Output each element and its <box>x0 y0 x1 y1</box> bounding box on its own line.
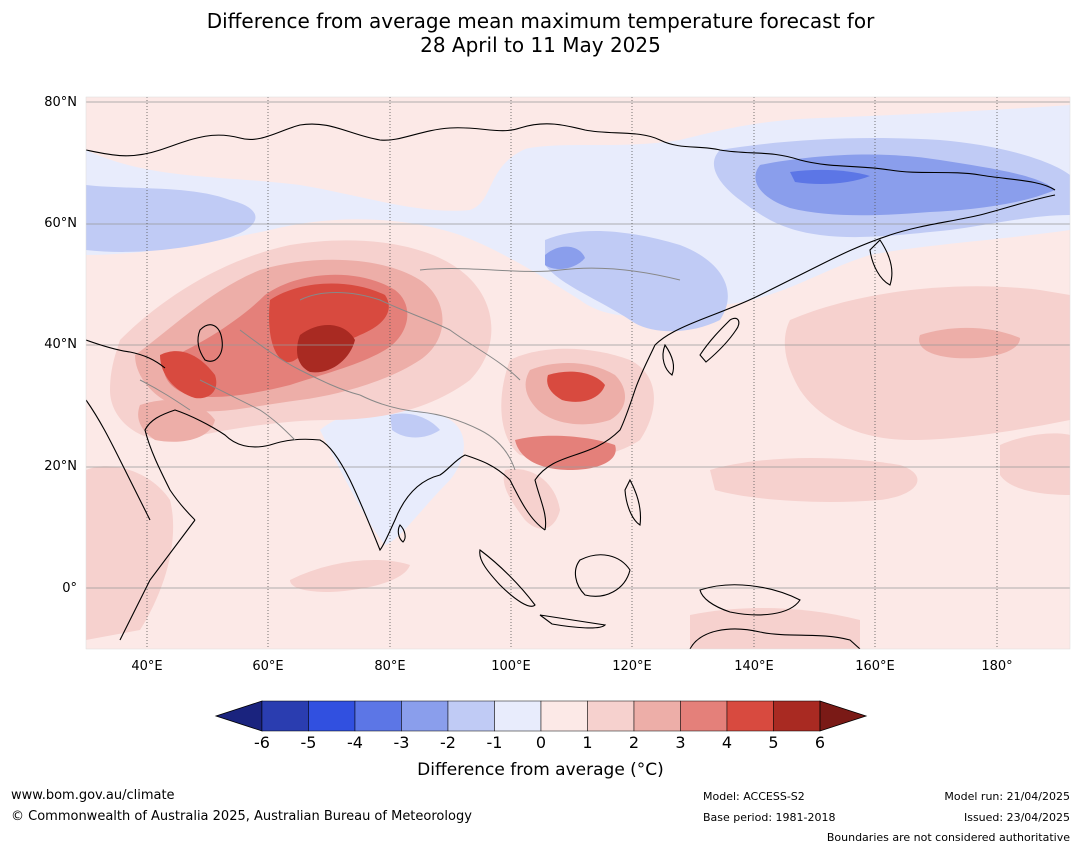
coast-java <box>539 614 607 629</box>
anomaly-mongolia-cool <box>545 230 728 332</box>
footer-model-run: Model run: 21/04/2025 <box>944 790 1070 803</box>
colorbar-tick-label: -2 <box>440 733 456 752</box>
coast-africa <box>86 399 196 641</box>
anomaly-pacific-2 <box>919 327 1020 359</box>
graticule <box>86 101 1070 589</box>
coast-japan <box>699 317 740 363</box>
anomaly-pacific-1 <box>784 286 1070 440</box>
cool-anomalies <box>86 100 1070 545</box>
colorbar-segment <box>726 700 774 732</box>
coast-east-asia <box>534 194 1056 531</box>
colorbar-segment <box>308 700 356 732</box>
anomaly-north-warm <box>86 97 1070 162</box>
coast-sumatra <box>479 549 536 607</box>
anomaly-south-china <box>515 435 616 470</box>
anomaly-pacific-4 <box>1000 433 1070 495</box>
colorbar-tick-label: 3 <box>675 733 686 752</box>
colorbar-segment <box>447 700 495 732</box>
colorbar-segment <box>773 700 821 732</box>
chart-title-line1: Difference from average mean maximum tem… <box>206 9 875 33</box>
colorbar-tick-label: -1 <box>486 733 503 752</box>
coast-mediterranean <box>86 339 166 369</box>
colorbar-tick-label: 5 <box>768 733 779 752</box>
anomaly-east-siberia-center <box>790 169 870 184</box>
chart-title-line2: 28 April to 11 May 2025 <box>420 33 661 57</box>
coastlines <box>86 123 1056 649</box>
colorbar-arrow-high <box>819 700 868 732</box>
footer-issued: Issued: 23/04/2025 <box>963 811 1070 824</box>
meridians <box>146 97 998 649</box>
anomaly-india-cool <box>320 408 464 545</box>
anomaly-east-siberia-core <box>755 154 1055 216</box>
colorbar-segment <box>680 700 728 732</box>
map-frame <box>85 96 1071 650</box>
anomaly-central-asia-core <box>297 324 355 373</box>
anomaly-indochina <box>503 469 560 529</box>
coast-sri-lanka <box>397 524 406 543</box>
colorbar-segment <box>540 700 588 732</box>
lat-label-0: 0° <box>62 581 77 596</box>
coast-australia <box>689 628 861 649</box>
colorbar-label: Difference from average (°C) <box>417 760 664 780</box>
colorbar-tick-label: -6 <box>254 733 270 752</box>
colorbar-tick-label: -5 <box>300 733 317 752</box>
anomaly-australia <box>690 608 860 649</box>
lat-label-60n: 60°N <box>44 216 77 231</box>
map-plot-area <box>86 97 1070 649</box>
lon-label-40e: 40°E <box>131 659 163 674</box>
lon-label-160e: 160°E <box>855 659 895 674</box>
coast-korea <box>662 343 675 376</box>
coast-philippines <box>624 478 642 526</box>
lon-label-80e: 80°E <box>374 659 406 674</box>
lon-label-180: 180° <box>981 659 1013 674</box>
footer-base-period: Base period: 1981-2018 <box>703 811 836 824</box>
colorbar-segment <box>261 700 309 732</box>
colorbar-tick-label: 1 <box>582 733 593 752</box>
lon-label-100e: 100°E <box>491 659 531 674</box>
colorbar-segment <box>354 700 402 732</box>
colorbar-segment <box>401 700 449 732</box>
warm-anomalies <box>86 97 1070 649</box>
lon-label-120e: 120°E <box>612 659 652 674</box>
footer-copyright: © Commonwealth of Australia 2025, Austra… <box>11 809 472 824</box>
lon-label-60e: 60°E <box>252 659 284 674</box>
colorbar-segment <box>633 700 681 732</box>
anomaly-arabia <box>138 400 215 442</box>
coast-borneo <box>574 554 631 597</box>
colorbar-arrow-low <box>214 700 263 732</box>
coast-caspian <box>197 324 223 362</box>
coast-north-eurasia <box>86 123 1056 191</box>
colorbar-tick-label: 6 <box>814 733 826 752</box>
colorbar-tick-label: -3 <box>393 733 410 752</box>
anomaly-indian-ocean <box>290 560 410 592</box>
colorbar-tick-label: 2 <box>628 733 640 752</box>
lon-label-140e: 140°E <box>734 659 774 674</box>
colorbar-tick-label: 0 <box>535 733 547 752</box>
anomaly-india-cool-2 <box>390 413 440 438</box>
anomaly-central-china-3 <box>547 371 605 402</box>
footer-model: Model: ACCESS-S2 <box>703 790 805 803</box>
footer-disclaimer: Boundaries are not considered authoritat… <box>826 831 1070 844</box>
lat-label-80n: 80°N <box>44 95 77 110</box>
lat-label-40n: 40°N <box>44 337 77 352</box>
colorbar-tick-label: -4 <box>347 733 363 752</box>
colorbar-tick-label: 4 <box>721 733 733 752</box>
anomaly-baikal <box>545 246 585 270</box>
anomaly-iran <box>160 351 217 399</box>
anomaly-africa <box>86 466 174 640</box>
colorbar <box>214 700 868 732</box>
coast-new-guinea <box>699 584 801 616</box>
colorbar-segment <box>587 700 635 732</box>
coast-south-asia <box>144 409 546 552</box>
lat-label-20n: 20°N <box>44 459 77 474</box>
anomaly-pacific-3 <box>710 458 918 502</box>
anomaly-west-siberia-2 <box>86 185 256 252</box>
colorbar-segment <box>494 700 542 732</box>
footer-url[interactable]: www.bom.gov.au/climate <box>11 788 175 803</box>
coast-kamchatka <box>869 239 893 286</box>
country-borders <box>139 267 681 471</box>
